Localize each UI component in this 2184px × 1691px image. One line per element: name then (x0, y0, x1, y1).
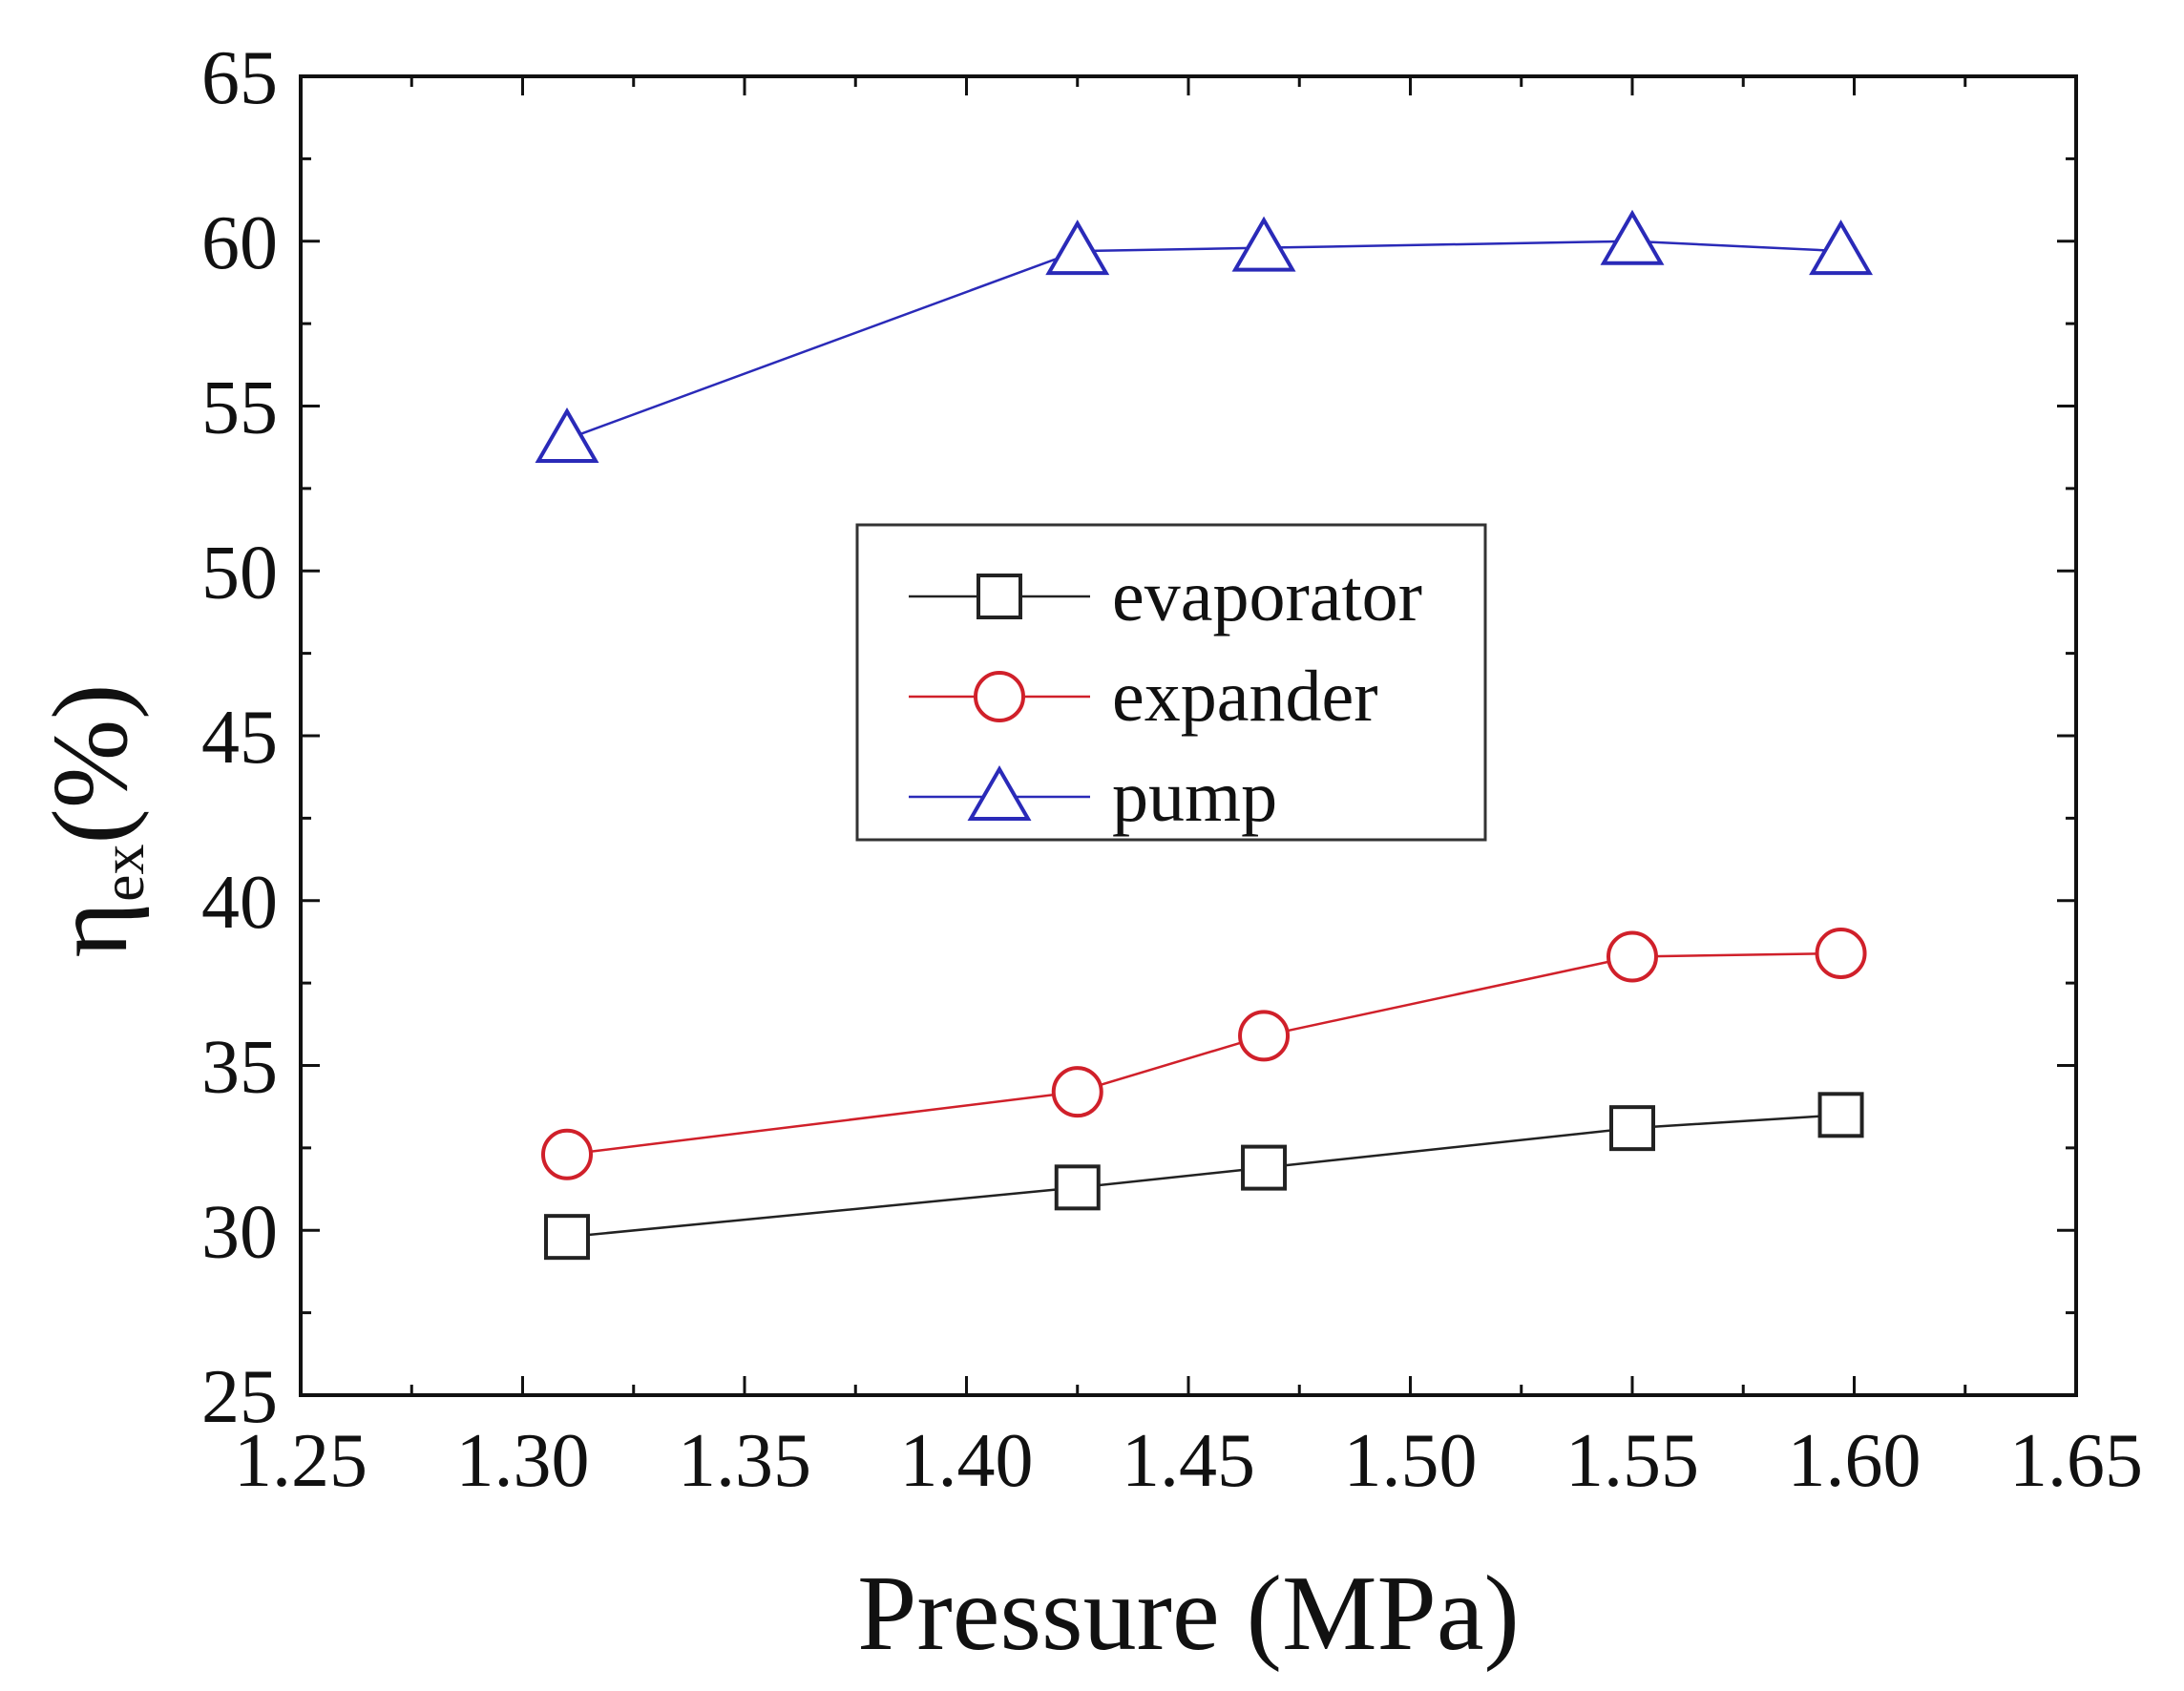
y-tick-label: 30 (201, 1190, 278, 1274)
tick-labels: 1.25 1.30 1.35 1.40 1.45 1.50 1.55 1.60 1.65 25 30… (201, 36, 2143, 1503)
legend-expander-marker (974, 671, 1025, 722)
y-tick-label: 45 (201, 696, 278, 780)
pump-point (1045, 219, 1110, 276)
y-axis-title: ηex(%) (32, 684, 157, 958)
x-tick-label: 1.40 (900, 1419, 1034, 1503)
y-axis-title-base: η (32, 902, 150, 958)
x-tick-label: 1.50 (1344, 1419, 1478, 1503)
legend: evaporator expander pump (855, 523, 1487, 842)
x-tick-label: 1.55 (1565, 1419, 1699, 1503)
x-tick-label: 1.35 (678, 1419, 811, 1503)
expander-point (1815, 928, 1867, 980)
x-axis-title: Pressure (MPa) (857, 1555, 1520, 1673)
y-tick-label: 25 (201, 1355, 278, 1439)
evaporator-point (544, 1214, 590, 1261)
evaporator-point (1241, 1144, 1288, 1191)
x-tick-label: 1.25 (234, 1419, 368, 1503)
expander-point (541, 1128, 593, 1180)
y-tick-label: 55 (201, 366, 278, 450)
expander-point (1238, 1010, 1291, 1062)
legend-pump-label: pump (1112, 757, 1277, 837)
x-tick-label: 1.30 (456, 1419, 590, 1503)
y-axis-title-suffix: (%) (32, 684, 150, 845)
expander-point (1606, 930, 1658, 983)
y-tick-label: 60 (201, 201, 278, 285)
y-tick-label: 50 (201, 531, 278, 615)
pump-point (1809, 219, 1874, 276)
evaporator-point (1609, 1105, 1655, 1152)
evaporator-point (1054, 1164, 1101, 1211)
expander-point (1051, 1066, 1103, 1118)
legend-evaporator-marker (976, 574, 1022, 619)
legend-expander-label: expander (1112, 657, 1378, 737)
y-tick-label: 35 (201, 1026, 278, 1110)
y-axis-title-subscript: ex (89, 844, 157, 901)
legend-evaporator-label: evaporator (1112, 556, 1422, 637)
y-tick-label: 65 (201, 36, 278, 120)
pump-point (1231, 216, 1296, 272)
x-tick-label: 1.60 (1788, 1419, 1922, 1503)
legend-box (855, 523, 1487, 842)
x-tick-label: 1.45 (1122, 1419, 1255, 1503)
x-tick-label: 1.65 (2009, 1419, 2143, 1503)
pump-point (535, 407, 599, 464)
y-tick-label: 40 (201, 861, 278, 945)
series-markers (535, 209, 1874, 1261)
evaporator-point (1817, 1092, 1864, 1138)
axis-ticks (299, 74, 2078, 1397)
pump-line (566, 240, 1841, 441)
legend-pump-marker (967, 764, 1032, 821)
pump-point (1600, 209, 1665, 265)
